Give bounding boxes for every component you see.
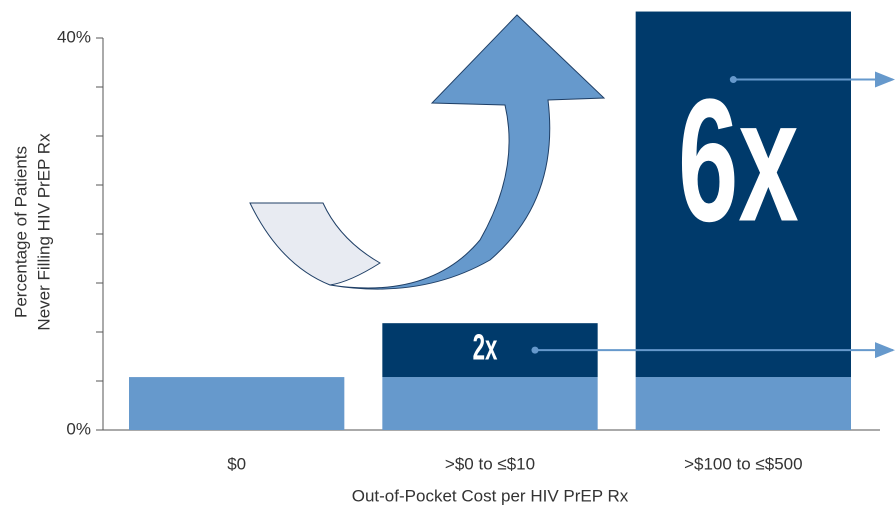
arrow-tail — [250, 203, 380, 285]
x-tick-label: >$0 to ≤$10 — [445, 454, 535, 473]
annotation: 6x — [678, 62, 799, 258]
x-tick-label: >$100 to ≤$500 — [684, 454, 803, 473]
annotation-group: 6x — [678, 62, 799, 258]
y-tick-label: 0% — [66, 419, 91, 438]
bar-segment — [129, 377, 344, 430]
annotation-group: 2x — [473, 328, 498, 368]
x-axis-title: Out-of-Pocket Cost per HIV PrEP Rx — [352, 486, 629, 505]
y-axis-title-line: Percentage of Patients — [11, 146, 30, 318]
annotation: 2x — [473, 328, 498, 368]
bar-segment — [382, 377, 597, 430]
x-tick-label: $0 — [227, 454, 246, 473]
y-axis-title-line: Never Filling HIV PrEP Rx — [34, 133, 53, 331]
chart: Out-of-Pocket Cost per HIV PrEP Rx Perce… — [0, 0, 895, 511]
y-axis-title: Percentage of Patients Never Filling HIV… — [11, 133, 53, 331]
growth-arrow — [330, 15, 604, 289]
y-tick-label: 40% — [57, 27, 91, 46]
bar-segment — [636, 377, 851, 430]
